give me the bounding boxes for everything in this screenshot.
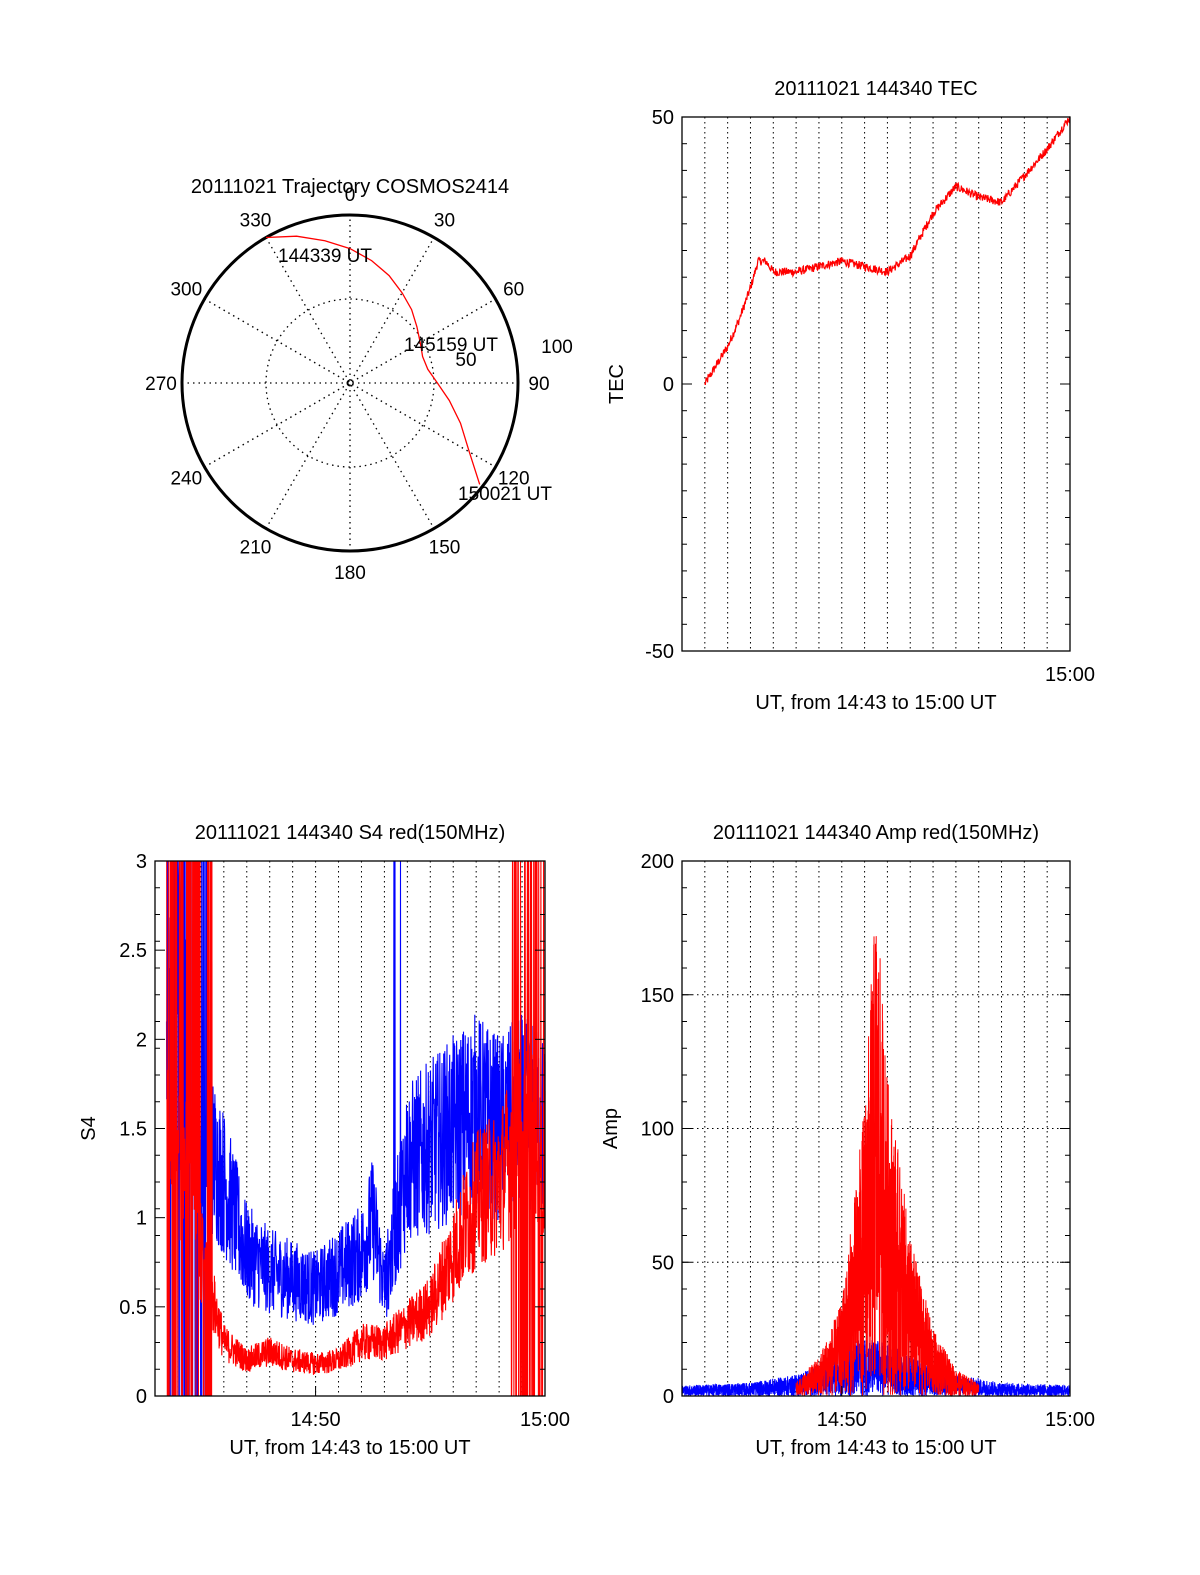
polar-angle-label: 60 bbox=[503, 280, 524, 301]
s4-series-line-red bbox=[166, 860, 546, 1397]
x-axis-label: UT, from 14:43 to 15:00 UT bbox=[755, 692, 996, 714]
amp-series-line-red bbox=[795, 936, 980, 1397]
polar-angle-label: 300 bbox=[170, 280, 202, 301]
y-tick-label: 3 bbox=[136, 851, 147, 873]
polar-center bbox=[346, 379, 354, 387]
tec-series-line bbox=[704, 116, 1071, 386]
amp-line-chart: 20111021 144340 Amp red(150MHz) 0 50 100 150… bbox=[600, 822, 1095, 1459]
y-tick-label: 50 bbox=[652, 1252, 674, 1274]
x-axis-label: UT, from 14:43 to 15:00 UT bbox=[229, 1437, 470, 1459]
polar-inner-ring bbox=[265, 298, 435, 468]
y-tick-label: 2.5 bbox=[119, 940, 147, 962]
y-tick-label: 2 bbox=[136, 1029, 147, 1051]
polar-spoke bbox=[265, 237, 435, 529]
polar-angle-label: 180 bbox=[334, 563, 366, 584]
y-tick-label: 0 bbox=[663, 1386, 674, 1408]
chart-title: 20111021 144340 TEC bbox=[774, 78, 978, 100]
trajectory-time-label: 144339 UT bbox=[278, 246, 372, 267]
polar-spoke bbox=[204, 298, 496, 468]
y-tick-label: 150 bbox=[641, 985, 674, 1007]
polar-angle-label: 150 bbox=[429, 538, 461, 559]
trajectory-line bbox=[265, 235, 481, 485]
plot-frame bbox=[681, 116, 1071, 652]
y-tick-label: -50 bbox=[645, 641, 674, 663]
y-tick-label: 1 bbox=[136, 1208, 147, 1230]
polar-title: 20111021 Trajectory COSMOS2414 bbox=[191, 176, 509, 198]
x-axis-label: UT, from 14:43 to 15:00 UT bbox=[755, 1437, 996, 1459]
y-tick-label: 200 bbox=[641, 851, 674, 873]
y-axis-label: Amp bbox=[600, 1108, 622, 1149]
amp-series-line-blue bbox=[681, 1338, 1071, 1397]
x-tick-label: 14:50 bbox=[817, 1409, 867, 1431]
polar-angle-label: 210 bbox=[240, 538, 272, 559]
x-tick-label: 14:50 bbox=[291, 1409, 341, 1431]
polar-spoke bbox=[265, 237, 435, 529]
tec-line-chart: 20111021 144340 TEC -50 0 50 15:00 UT, from 1… bbox=[606, 78, 1095, 714]
y-axis-label: TEC bbox=[606, 364, 628, 404]
polar-angle-label: 90 bbox=[528, 374, 549, 395]
s4-series-line-blue bbox=[165, 860, 546, 1397]
trajectory-time-label: 150021 UT bbox=[458, 484, 552, 505]
polar-radius-label: 100 bbox=[541, 337, 573, 358]
y-axis-label: S4 bbox=[78, 1116, 100, 1140]
y-tick-label: 0.5 bbox=[119, 1297, 147, 1319]
s4-line-chart: 20111021 144340 S4 red(150MHz) 0 0.5 1 1.5 2 2… bbox=[78, 822, 570, 1459]
polar-angle-label: 240 bbox=[170, 469, 202, 490]
x-tick-label: 15:00 bbox=[1045, 1409, 1095, 1431]
polar-angle-label: 30 bbox=[434, 210, 455, 231]
polar-angle-label: 120 bbox=[498, 469, 530, 490]
y-tick-label: 1.5 bbox=[119, 1119, 147, 1141]
x-tick-label: 15:00 bbox=[1045, 664, 1095, 686]
polar-spoke bbox=[204, 298, 496, 468]
polar-angle-label: 0 bbox=[345, 185, 356, 206]
x-tick-label: 15:00 bbox=[520, 1409, 570, 1431]
trajectory-time-label: 145159 UT bbox=[404, 335, 498, 356]
polar-angle-label: 330 bbox=[240, 210, 272, 231]
polar-radius-label: 50 bbox=[455, 350, 476, 371]
chart-title: 20111021 144340 Amp red(150MHz) bbox=[713, 822, 1039, 844]
y-tick-label: 0 bbox=[663, 374, 674, 396]
chart-title: 20111021 144340 S4 red(150MHz) bbox=[195, 822, 506, 844]
y-tick-label: 0 bbox=[136, 1386, 147, 1408]
y-tick-label: 50 bbox=[652, 107, 674, 129]
polar-angle-label: 270 bbox=[145, 374, 177, 395]
y-tick-label: 100 bbox=[641, 1119, 674, 1141]
